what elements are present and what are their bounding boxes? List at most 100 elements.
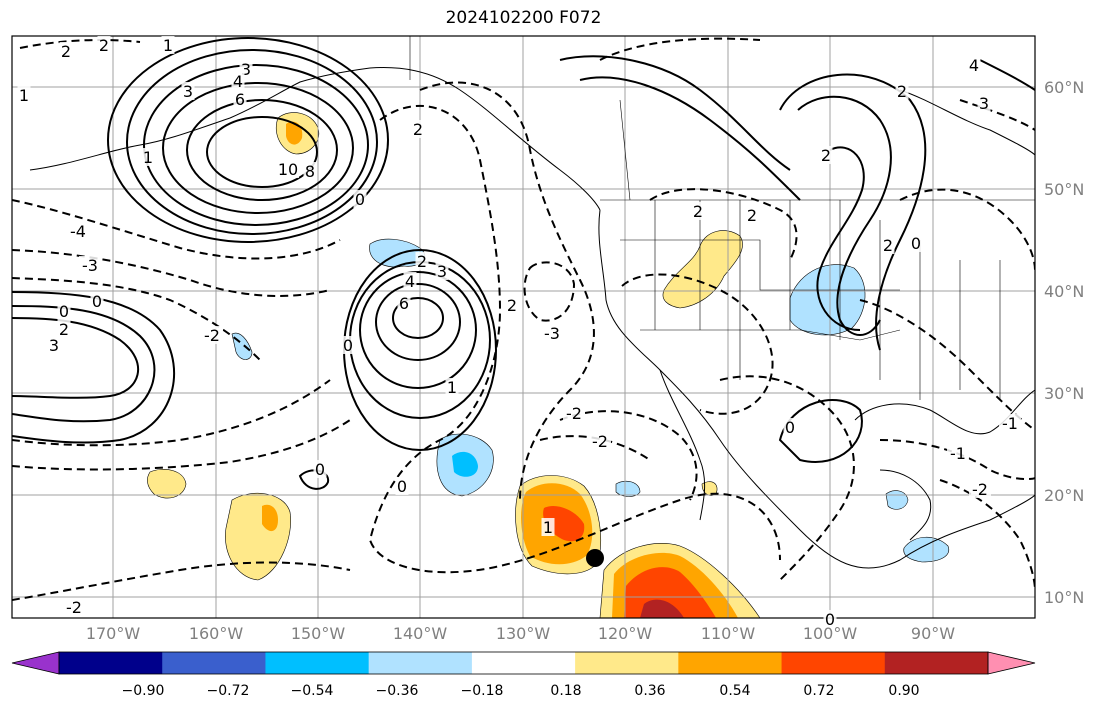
colorbar-tick-label: 0.72 <box>803 683 835 699</box>
map-title: 2024102200 F072 <box>445 8 602 28</box>
colorbar-tick-label: 0.54 <box>719 683 751 699</box>
blue-anomaly-midwest <box>789 264 866 336</box>
contour-label: 0 <box>92 292 102 311</box>
contour-label-background <box>745 206 759 224</box>
contour-label-background <box>353 190 367 208</box>
contour-label-background <box>395 477 409 495</box>
contour-label-background <box>67 222 89 240</box>
contour-label-background <box>783 418 797 436</box>
contour-label-background <box>505 296 519 314</box>
contour-label: 4 <box>969 56 979 75</box>
lat-label: 40°N <box>1044 282 1085 301</box>
contour-label-background <box>691 202 705 220</box>
orange-core-hawaii <box>262 504 278 532</box>
contour-label: 0 <box>59 302 69 321</box>
contour-label-background <box>909 234 923 252</box>
lat-label: 10°N <box>1044 588 1085 607</box>
contour-label-background <box>969 480 991 498</box>
contour-label-background <box>141 148 155 166</box>
contour-label-background <box>403 272 417 290</box>
contour-label: 0 <box>355 190 365 209</box>
contour-label-background <box>411 120 425 138</box>
colorbar-cell <box>265 652 370 674</box>
colorbar-tick-label: 0.18 <box>550 683 582 699</box>
contour-label: -2 <box>566 404 582 423</box>
contour-label: -1 <box>950 444 966 463</box>
blue-anomaly-gulf <box>885 490 909 510</box>
lat-label: 60°N <box>1044 78 1085 97</box>
contour-label: -2 <box>972 480 988 499</box>
contour-label-background <box>57 302 71 320</box>
contour-label: 2 <box>59 320 69 339</box>
lon-label: 150°W <box>290 624 346 643</box>
contour-label: 0 <box>825 610 835 629</box>
colorbar-cell <box>162 652 266 674</box>
contour-label: 3 <box>183 82 193 101</box>
lon-label: 110°W <box>700 624 756 643</box>
contour-label: 2 <box>413 120 423 139</box>
contour-label: 3 <box>979 94 989 113</box>
contour-label: 0 <box>911 234 921 253</box>
contour-label-background <box>313 460 327 478</box>
lon-label: 90°W <box>910 624 956 643</box>
contour-label: 2 <box>417 252 427 271</box>
contour-label: 3 <box>49 336 59 355</box>
contour-label: -3 <box>544 324 560 343</box>
contour-label: 2 <box>897 82 907 101</box>
colorbar-tick-label: −0.36 <box>375 683 419 699</box>
contour-label-background <box>819 146 833 164</box>
contour-label: 3 <box>437 262 447 281</box>
contour-label: 6 <box>399 294 409 313</box>
contour-label-background <box>97 36 111 54</box>
contour-label-background <box>59 42 73 60</box>
orange-core-aleutian <box>286 121 303 145</box>
colorbar-cell <box>884 652 989 674</box>
contour-label: 4 <box>233 72 243 91</box>
contour-label-background <box>445 378 459 396</box>
lon-label: 170°W <box>85 624 141 643</box>
colorbar-tick-label: −0.54 <box>290 683 334 699</box>
contour-label-background <box>881 236 895 254</box>
contour-label-background <box>895 82 909 100</box>
dashed-contours <box>12 37 1035 601</box>
contour-label: 3 <box>241 60 251 79</box>
contour-label-background <box>63 598 85 616</box>
colorbar <box>11 651 1036 675</box>
contour-label-background <box>967 56 981 74</box>
colorbar-cell <box>781 652 886 674</box>
contour-label-background <box>341 336 355 354</box>
lon-label: 100°W <box>802 624 858 643</box>
contour-label: 2 <box>747 206 757 225</box>
lon-label: 120°W <box>597 624 653 643</box>
contour-label-background <box>563 404 585 422</box>
contour-label: 4 <box>405 272 415 291</box>
lon-label: 160°W <box>188 624 244 643</box>
contour-label-background <box>161 36 175 54</box>
contour-label-background <box>277 160 299 178</box>
contour-label: -1 <box>1002 414 1018 433</box>
contour-label-background <box>303 162 317 180</box>
map-frame <box>11 35 1036 619</box>
contour-label-background <box>90 292 104 310</box>
contour-label-background <box>823 610 837 628</box>
contour-label: -4 <box>70 222 86 241</box>
colorbar-cell <box>471 652 576 674</box>
contour-label: 6 <box>235 90 245 109</box>
cyan-core-subtropical <box>452 451 478 477</box>
contour-label: -3 <box>82 256 98 275</box>
contour-label: 1 <box>19 86 29 105</box>
contour-label: 2 <box>61 42 71 61</box>
colorbar-tick-label: −0.72 <box>206 683 250 699</box>
lon-label: 140°W <box>392 624 448 643</box>
contour-label-background <box>541 518 555 536</box>
darkred-core-southeast <box>640 599 684 618</box>
contour-label: 0 <box>397 477 407 496</box>
contour-label-background <box>17 86 31 104</box>
contour-label-background <box>231 72 245 90</box>
contour-label-background <box>181 82 195 100</box>
contour-label: 0 <box>343 336 353 355</box>
contour-label: 2 <box>99 36 109 55</box>
contour-label: 1 <box>543 518 553 537</box>
